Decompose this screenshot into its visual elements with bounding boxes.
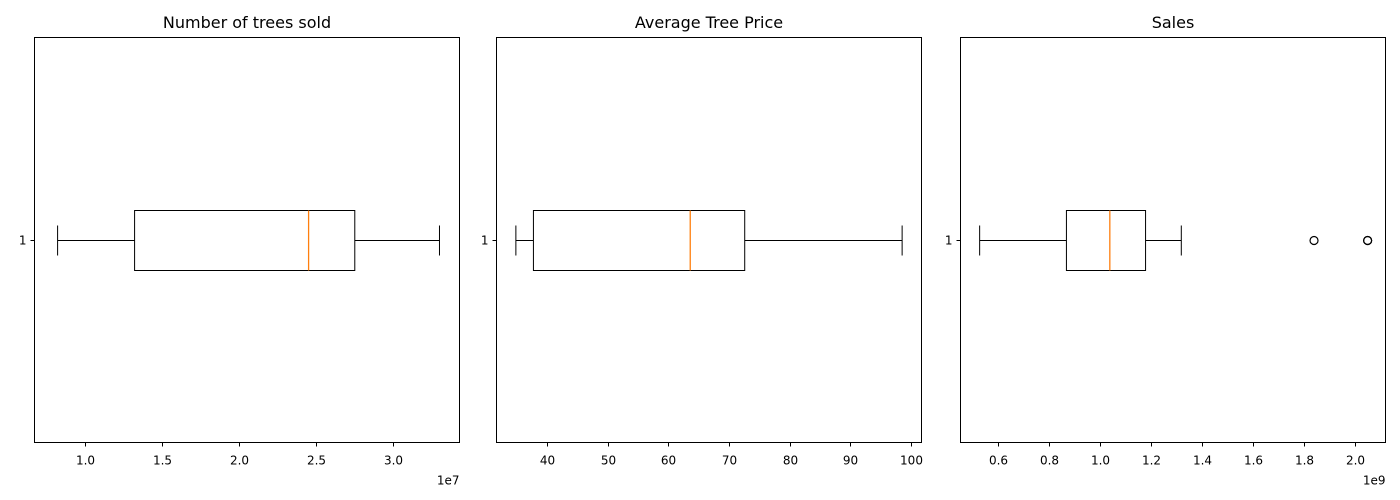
x-tick-label: 1.6	[1244, 454, 1263, 468]
x-tick-label: 2.0	[1346, 454, 1365, 468]
x-tick-label: 3.0	[384, 454, 403, 468]
x-tick-label: 1.0	[76, 454, 95, 468]
chart-panel-3: Sales 0.6 0.8 1.0 1.2 1.4 1.6 1.8 2.0 1e9 1	[945, 13, 1386, 488]
chart-title: Average Tree Price	[635, 13, 783, 32]
y-tick-label: 1	[481, 234, 489, 248]
y-tick-label: 1	[945, 234, 953, 248]
x-tick-label: 70	[722, 454, 737, 468]
x-tick-label: 2.5	[307, 454, 326, 468]
x-tick-label: 50	[601, 454, 616, 468]
x-tick-label: 0.6	[989, 454, 1008, 468]
x-tick-label: 60	[661, 454, 676, 468]
chart-panel-1: Number of trees sold 1.0 1.5 2.0 2.5 3.0 1e7 1	[19, 13, 460, 488]
y-tick-label: 1	[19, 234, 27, 248]
x-tick-label: 100	[900, 454, 923, 468]
outlier-point	[1363, 235, 1373, 246]
chart-title: Sales	[1152, 13, 1195, 32]
x-offset-label: 1e9	[1363, 474, 1386, 488]
x-tick-label: 80	[783, 454, 798, 468]
iqr-box	[1065, 210, 1147, 271]
x-tick-label: 1.5	[153, 454, 172, 468]
chart-panel-2: Average Tree Price 40 50 60 70 80 90 100 1	[481, 13, 923, 468]
x-tick-label: 1.4	[1193, 454, 1212, 468]
x-tick-label: 1.2	[1142, 454, 1161, 468]
chart-title: Number of trees sold	[163, 13, 331, 32]
x-tick-label: 2.0	[230, 454, 249, 468]
x-tick-label: 40	[540, 454, 555, 468]
iqr-box	[134, 210, 356, 271]
x-offset-label: 1e7	[437, 474, 460, 488]
x-tick-label: 1.0	[1091, 454, 1110, 468]
iqr-box	[532, 210, 746, 271]
outlier-point	[1309, 235, 1319, 246]
x-tick-label: 0.8	[1040, 454, 1059, 468]
x-tick-label: 90	[843, 454, 858, 468]
x-tick-label: 1.8	[1295, 454, 1314, 468]
